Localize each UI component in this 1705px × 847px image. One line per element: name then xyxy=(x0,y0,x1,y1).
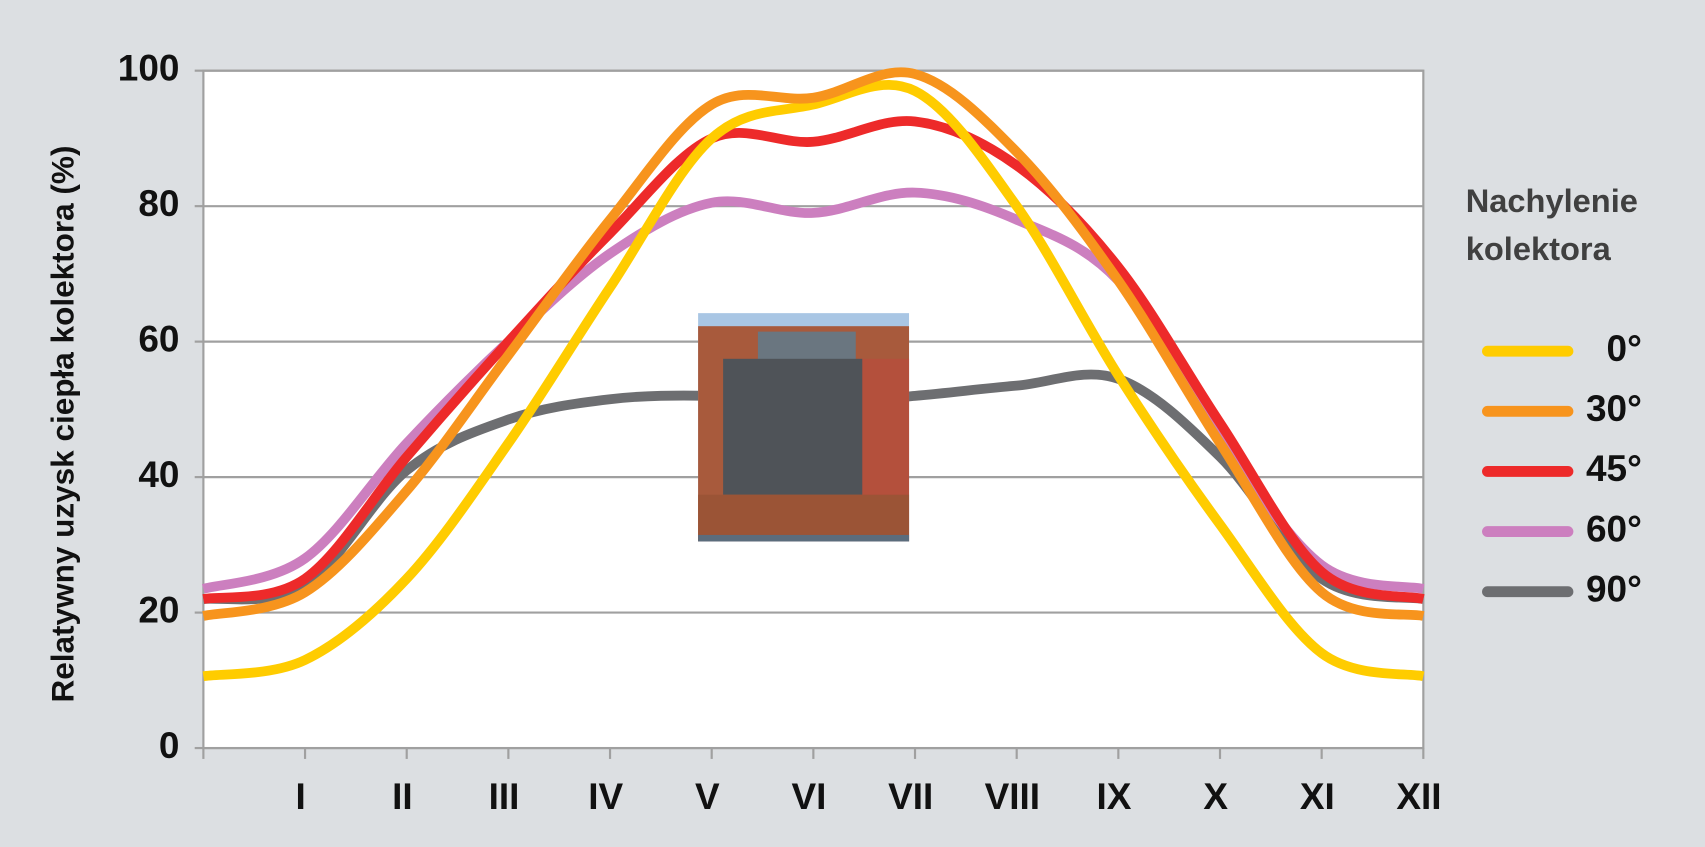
x-tick-label: VI xyxy=(792,776,827,817)
x-tick-label: X xyxy=(1203,776,1228,817)
y-tick-label: 80 xyxy=(138,183,179,224)
y-tick-label: 60 xyxy=(138,318,179,359)
page: Relatywny uzysk ciepła kolektora (%) Nac… xyxy=(0,0,1705,847)
y-tick-label: 100 xyxy=(118,47,180,88)
x-tick-label: XI xyxy=(1300,776,1335,817)
x-tick-label: III xyxy=(489,776,520,817)
x-tick-label: VIII xyxy=(985,776,1040,817)
legend-label: 60° xyxy=(1586,508,1642,549)
x-tick-label: IX xyxy=(1097,776,1132,817)
y-tick-label: 0 xyxy=(159,725,180,766)
legend-title: Nachylenie xyxy=(1466,182,1638,219)
legend-label: 30° xyxy=(1586,388,1642,429)
x-tick-label: IV xyxy=(588,776,623,817)
y-axis-title: Relatywny uzysk ciepła kolektora (%) xyxy=(45,146,81,703)
legend-label: 0° xyxy=(1607,328,1642,369)
legend-title: kolektora xyxy=(1466,230,1612,267)
x-tick-label: VII xyxy=(888,776,933,817)
x-tick-label: I xyxy=(296,776,306,817)
x-tick-label: II xyxy=(392,776,413,817)
photo xyxy=(698,313,909,541)
x-tick-label: XII xyxy=(1396,776,1441,817)
legend-label: 45° xyxy=(1586,448,1642,489)
y-tick-label: 20 xyxy=(138,589,179,630)
x-tick-label: V xyxy=(695,776,720,817)
legend-label: 90° xyxy=(1586,568,1642,609)
y-tick-label: 40 xyxy=(138,454,179,495)
chart: Relatywny uzysk ciepła kolektora (%) Nac… xyxy=(0,0,1705,847)
